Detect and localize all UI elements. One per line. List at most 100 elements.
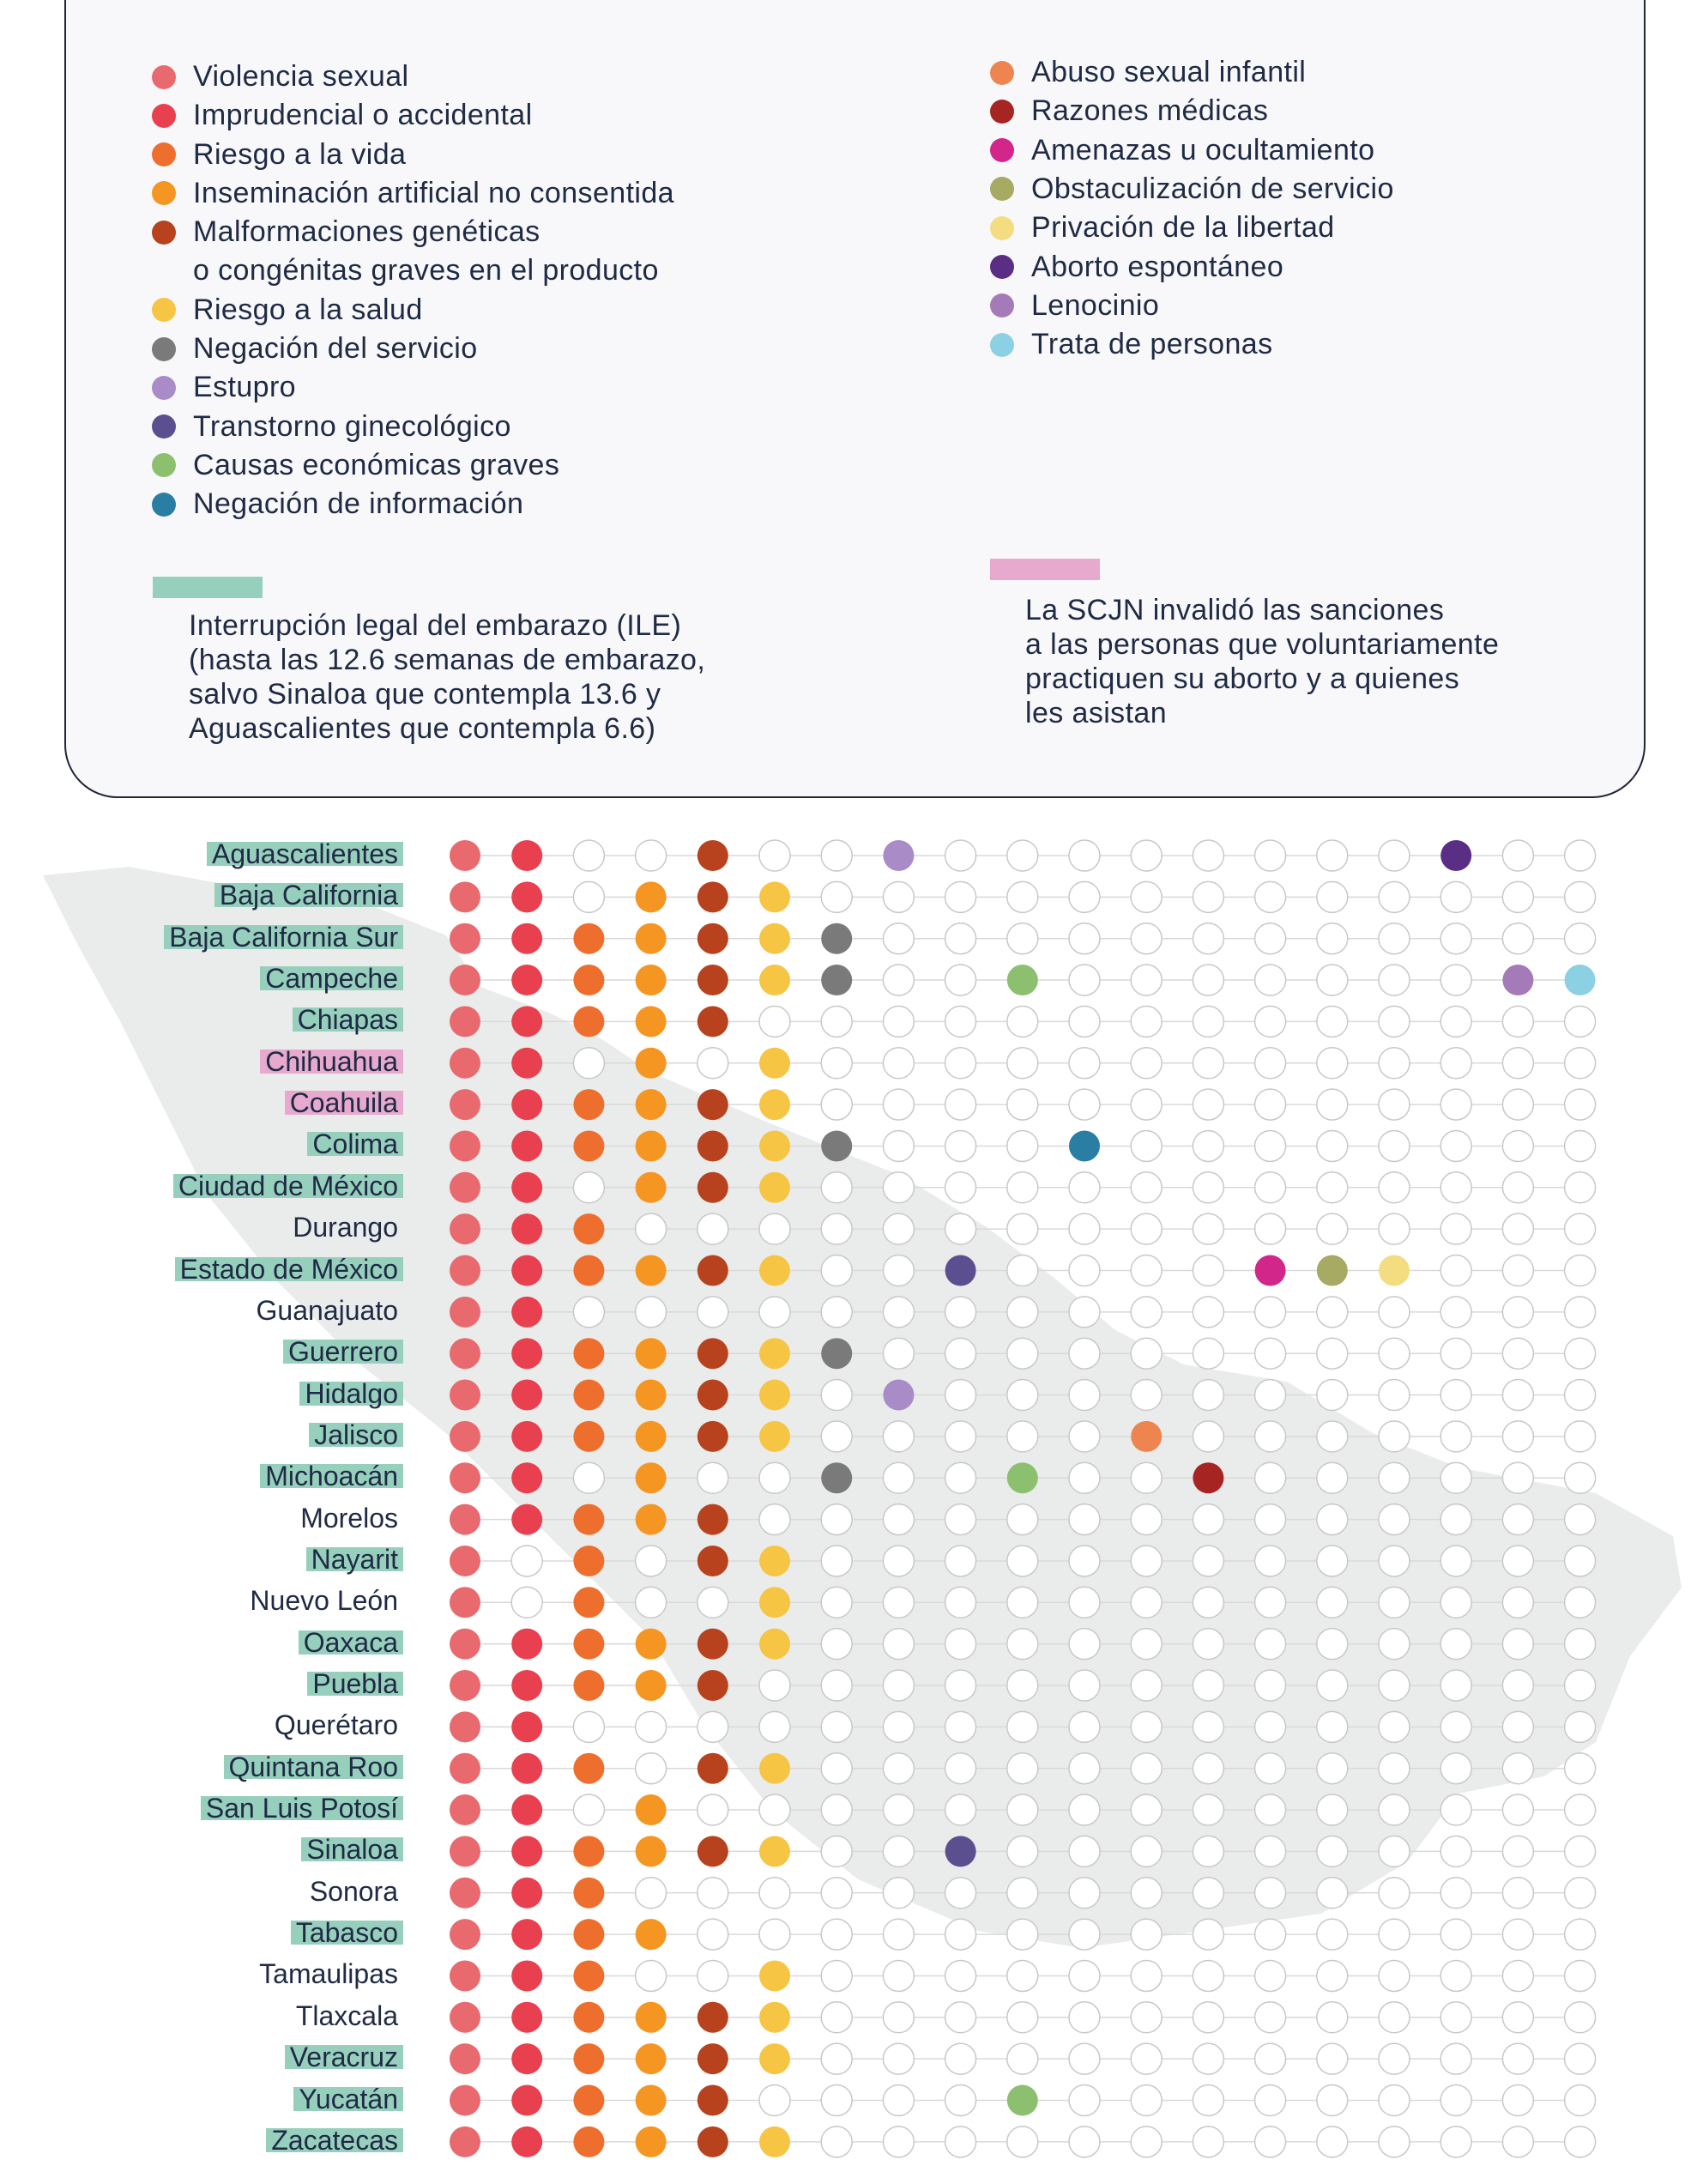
legend-swatch <box>152 453 176 478</box>
dot-filled <box>635 1171 667 1203</box>
dot-empty <box>882 2126 915 2158</box>
legend-label: Inseminación artificial no consentida <box>193 176 674 209</box>
dot-empty <box>944 1129 977 1163</box>
dot-empty <box>1130 1627 1163 1661</box>
dot-empty <box>1253 1088 1287 1121</box>
dot-empty <box>758 1669 791 1702</box>
dot-empty <box>1068 2042 1101 2075</box>
dot-filled <box>1379 1255 1410 1286</box>
dot-filled <box>573 1213 605 1245</box>
dot-filled <box>573 2126 605 2157</box>
dot-empty <box>1006 2001 1039 2034</box>
dot-filled <box>759 1338 790 1370</box>
dot-empty <box>697 1461 729 1494</box>
note-line: les asistan <box>1025 697 1168 729</box>
dot-empty <box>1501 1545 1535 1577</box>
dot-filled <box>697 1130 728 1162</box>
legend-panel: Violencia sexual Imprudencial o accidenta… <box>64 0 1646 798</box>
dot-empty <box>1316 2042 1349 2075</box>
dot-empty <box>1130 1794 1163 1826</box>
dot-empty <box>1130 1835 1163 1868</box>
dot-filled <box>511 881 543 913</box>
dot-filled <box>697 2084 728 2116</box>
dot-empty <box>1068 1751 1101 1785</box>
dot-empty <box>1563 1337 1597 1370</box>
dot-empty <box>758 1710 791 1744</box>
dot-filled <box>697 1006 728 1038</box>
state-label: Yucatán <box>293 2085 403 2113</box>
dot-filled <box>635 1006 667 1038</box>
dot-filled <box>821 1338 853 1370</box>
note-line: practiquen su aborto y a quienes <box>1025 662 1460 695</box>
dot-filled <box>450 1130 480 1162</box>
dot-empty <box>1192 1710 1225 1744</box>
dot-filled <box>635 1255 667 1286</box>
dot-empty <box>1253 1047 1287 1080</box>
state-label: Durango <box>293 1212 398 1243</box>
dot-empty <box>1378 1337 1410 1370</box>
dot-filled <box>573 1587 605 1618</box>
dot-filled <box>821 1462 853 1494</box>
dot-filled <box>450 1670 480 1701</box>
dot-empty <box>1130 1877 1163 1909</box>
dot-empty <box>882 1794 915 1826</box>
state-label: Puebla <box>307 1670 403 1697</box>
state-label: Morelos <box>300 1502 398 1534</box>
dot-empty <box>1440 1337 1472 1370</box>
dot-empty <box>1130 1296 1163 1328</box>
dot-filled <box>759 1752 790 1784</box>
dot-empty <box>1501 1254 1535 1287</box>
dot-empty <box>1316 1420 1349 1453</box>
dot-empty <box>1378 1959 1410 1993</box>
dot-empty <box>572 1710 606 1744</box>
dot-empty <box>1563 839 1597 872</box>
dot-empty <box>1501 1835 1535 1868</box>
dot-empty <box>1501 1005 1535 1038</box>
dot-empty <box>1563 1918 1597 1951</box>
dot-filled <box>759 2126 790 2157</box>
dot-empty <box>1192 2001 1225 2034</box>
dot-empty <box>572 880 606 914</box>
dot-empty <box>1440 1586 1472 1619</box>
dot-filled <box>759 1255 790 1286</box>
dot-empty <box>1378 1751 1410 1785</box>
dot-filled <box>573 965 605 996</box>
dot-empty <box>1316 2001 1349 2034</box>
legend-swatch <box>990 99 1014 124</box>
dot-filled <box>450 1752 480 1784</box>
dot-filled <box>1006 1462 1038 1494</box>
dot-filled <box>511 1296 543 1328</box>
dot-empty <box>1192 1213 1225 1245</box>
dot-empty <box>1068 1296 1101 1328</box>
dot-empty <box>1563 1129 1597 1163</box>
legend-item-inseminacion-artificial-no-consentida: Inseminación artificial no consentida <box>152 174 674 213</box>
dot-empty <box>820 2042 853 2075</box>
dot-empty <box>1501 2001 1535 2034</box>
dot-empty <box>882 1503 915 1536</box>
dot-filled <box>945 1255 976 1286</box>
dot-filled <box>697 1670 728 1701</box>
dot-empty <box>510 1545 543 1577</box>
dot-empty <box>820 2001 853 2034</box>
dot-matrix-svg <box>43 839 1682 2158</box>
legend-item-malformaciones-geneticas: Malformaciones genéticas <box>152 213 540 251</box>
legend-swatch <box>152 375 176 400</box>
dot-empty <box>882 1669 915 1702</box>
dot-empty <box>634 1751 667 1785</box>
dot-empty <box>1068 922 1101 955</box>
dot-filled <box>697 2043 728 2075</box>
dot-empty <box>1316 1088 1349 1121</box>
dot-empty <box>944 2042 977 2075</box>
dot-filled <box>511 1089 543 1121</box>
dot-empty <box>944 922 977 955</box>
legend-item-riesgo-a-la-salud: Riesgo a la salud <box>152 291 423 330</box>
dot-empty <box>1192 1337 1225 1370</box>
dot-empty <box>1006 1213 1039 1245</box>
dot-empty <box>882 1877 915 1909</box>
dot-empty <box>882 1296 915 1328</box>
dot-empty <box>944 1710 977 1744</box>
state-label: Sonora <box>309 1875 398 1907</box>
dot-empty <box>1006 2042 1039 2075</box>
dot-empty <box>1316 1213 1349 1245</box>
dot-empty <box>1378 1794 1410 1826</box>
